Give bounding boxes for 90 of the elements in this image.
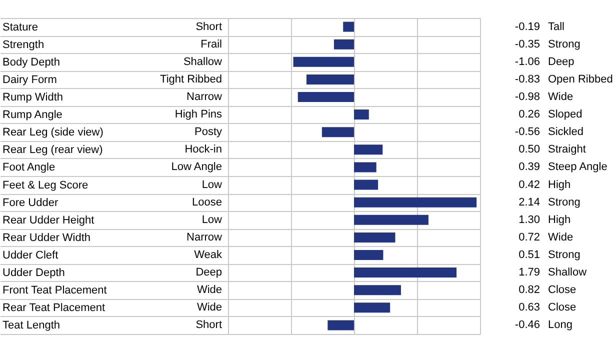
bar [354,144,383,155]
text: Straight [548,144,586,156]
data-label: 1.79 [518,266,540,279]
bar [343,22,354,32]
text: Strong [548,249,580,261]
bar [298,92,354,102]
data-label: 2.14 [518,196,540,208]
data-label: 0.50 [518,144,540,156]
text: Loose [192,196,222,208]
data-label: 0.82 [518,284,540,296]
data-label: 1.30 [518,214,540,226]
text: Wide [196,284,222,296]
text: Close [548,302,576,314]
y-tick-label: Feet & Leg Score [2,179,88,192]
bar [306,74,354,84]
text: Short [196,319,222,332]
bar [354,232,396,242]
bar [322,127,354,138]
y-tick-label: Rear Teat Placement [2,302,106,314]
bar [354,285,401,296]
data-label: 0.26 [518,108,540,121]
text: Frail [200,38,222,50]
y-tick-label: Foot Angle [2,162,56,174]
text: Sloped [548,108,582,121]
text: Deep [548,56,574,68]
data-label: -1.06 [514,56,540,68]
data-label: 0.42 [518,178,540,191]
text: Long [548,319,572,332]
y-tick-label: Udder Cleft [2,250,58,262]
text: Deep [196,266,222,279]
data-label: 0.39 [518,161,540,174]
text: Strong [548,196,580,208]
text: Shallow [183,56,222,68]
text: Shallow [548,266,587,279]
text: Narrow [186,231,222,244]
text: High [548,214,571,226]
text: Wide [196,302,222,314]
y-tick-label: Rump Width [2,92,64,104]
y-tick-label: Stature [2,21,38,34]
data-label: -0.35 [514,38,540,50]
text: Low Angle [171,161,222,174]
text: Close [548,284,576,296]
text: Posty [194,126,222,138]
y-tick-label: Rear Leg (side view) [2,126,104,139]
data-label: 0.63 [518,302,540,314]
text: Wide [548,91,574,103]
text: High Pins [174,108,222,121]
y-tick-label: Front Teat Placement [2,284,107,297]
bar [354,197,477,208]
bar [354,162,376,172]
data-label: -0.19 [514,20,540,33]
y-tick-label: Strength [2,38,44,51]
text: Strong [548,38,580,50]
text: Hock-in [184,144,222,156]
text: Low [202,214,222,226]
text: Tight Ribbed [160,73,222,86]
y-tick-label: Rear Udder Height [2,214,94,226]
bar [328,320,354,330]
bar [354,180,378,190]
data-label: -0.46 [514,319,540,332]
data-label: 0.51 [518,249,540,261]
bar [334,39,354,50]
text: Wide [548,231,574,244]
y-tick-label: Rear Leg (rear view) [2,144,103,156]
y-tick-label: Rump Angle [2,109,62,122]
text: High [548,178,571,191]
text: Narrow [186,91,222,103]
data-label: -0.83 [514,73,540,86]
bar [354,302,390,313]
y-tick-label: Rear Udder Width [2,232,91,244]
y-tick-label: Teat Length [2,320,60,332]
text: Tall [548,20,565,33]
y-tick-label: Dairy Form [2,74,57,86]
text: Steep Angle [548,161,608,174]
bar [354,110,369,120]
text: Open Ribbed [548,73,613,86]
bar [354,214,428,225]
text: Sickled [548,126,584,138]
data-label: 0.72 [518,231,540,244]
bar [354,250,384,260]
text: Low [202,178,222,191]
y-tick-label: Fore Udder [2,196,58,209]
data-label: -0.56 [514,126,540,138]
text: Weak [194,249,222,261]
bar [293,56,354,67]
y-tick-label: Udder Depth [2,267,65,280]
data-label: -0.98 [514,91,540,103]
bar [354,268,457,278]
y-tick-label: Body Depth [2,56,60,68]
text: Short [196,20,222,33]
